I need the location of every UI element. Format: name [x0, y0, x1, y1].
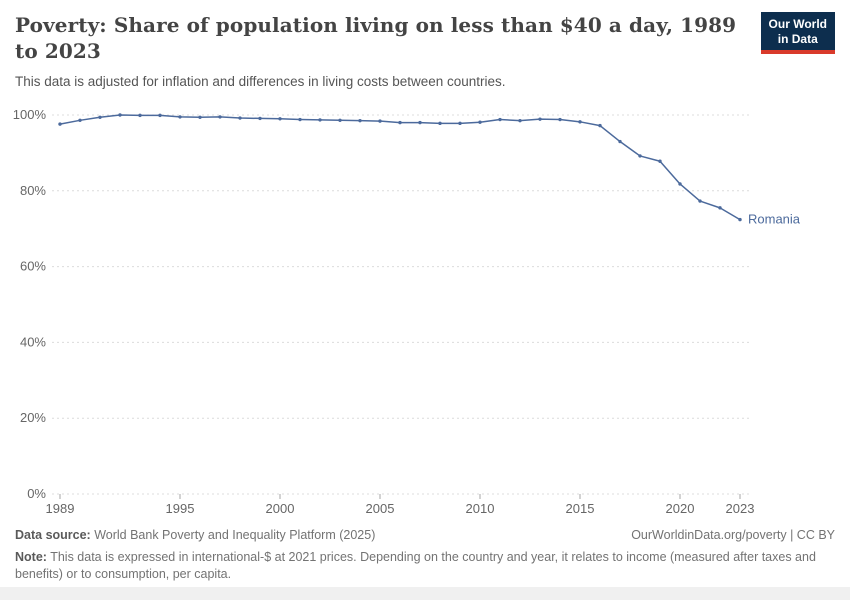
data-source: Data source: World Bank Poverty and Ineq…: [15, 528, 375, 542]
data-point: [98, 115, 102, 119]
y-tick-label: 60%: [20, 259, 46, 274]
x-tick-label: 1989: [46, 501, 75, 516]
data-point: [438, 121, 442, 126]
owid-logo-line2: in Data: [777, 32, 818, 46]
x-tick-label: 2015: [566, 501, 595, 516]
chart-footer: Data source: World Bank Poverty and Ineq…: [15, 528, 835, 584]
data-point: [118, 113, 122, 117]
data-point: [158, 113, 162, 118]
data-point: [198, 115, 202, 119]
data-point: [58, 122, 62, 126]
data-point: [358, 118, 362, 123]
data-point: [678, 182, 682, 186]
x-tick-label: 2010: [466, 501, 495, 516]
data-point: [638, 154, 642, 158]
x-tick-label: 2023: [726, 501, 755, 516]
data-point: [618, 139, 622, 144]
data-point: [598, 123, 602, 128]
x-tick-label: 2020: [666, 501, 695, 516]
data-point: [138, 113, 142, 118]
x-tick-label: 1995: [166, 501, 195, 516]
data-point: [298, 117, 302, 122]
line-chart: 0% 20% 40% 60% 80% 100% 1989 1995 2000 2005 2010 20…: [0, 98, 850, 522]
data-source-text: World Bank Poverty and Inequality Platfo…: [90, 528, 376, 542]
data-point: [498, 117, 502, 122]
data-point: [378, 119, 382, 123]
page-title: Poverty: Share of population living on l…: [15, 13, 737, 63]
data-point: [578, 120, 582, 124]
line-chart-svg: 0% 20% 40% 60% 80% 100% 1989 1995 2000 2005 2010 20…: [13, 107, 801, 516]
footer-source-row: Data source: World Bank Poverty and Ineq…: [15, 528, 835, 542]
data-point: [718, 206, 722, 210]
data-source-label: Data source:: [15, 528, 91, 542]
romania-line: [59, 114, 741, 221]
data-point: [258, 116, 262, 121]
data-point: [478, 120, 482, 124]
data-point: [238, 116, 242, 120]
note-text: This data is expressed in international-…: [15, 550, 816, 582]
attribution: OurWorldinData.org/poverty | CC BY: [631, 528, 835, 542]
x-tick-label: 2005: [366, 501, 395, 516]
y-tick-label: 100%: [13, 107, 47, 122]
chart-header: Poverty: Share of population living on l…: [15, 12, 835, 91]
data-point: [338, 118, 342, 123]
data-point: [658, 159, 662, 163]
data-point: [458, 121, 462, 126]
bottom-strip: [0, 587, 850, 600]
y-tick-label: 80%: [20, 183, 46, 198]
data-point: [698, 199, 702, 203]
note-label: Note:: [15, 550, 47, 564]
data-point: [178, 115, 182, 119]
y-tick-label: 20%: [20, 410, 46, 425]
data-point: [318, 118, 322, 122]
owid-logo-line1: Our World: [768, 17, 827, 31]
data-point: [278, 117, 282, 121]
y-tick-label: 40%: [20, 334, 46, 349]
chart-subtitle: This data is adjusted for inflation and …: [15, 74, 506, 89]
x-tick-label: 2000: [266, 501, 295, 516]
footer-note: Note: This data is expressed in internat…: [15, 549, 820, 584]
data-point: [558, 117, 562, 122]
data-point: [518, 118, 522, 123]
series-label-romania: Romania: [748, 212, 801, 227]
data-point: [538, 117, 542, 121]
data-point: [78, 118, 82, 123]
data-point: [218, 115, 222, 119]
y-tick-label: 0%: [27, 486, 46, 501]
data-point: [418, 120, 422, 125]
owid-logo: Our World in Data: [760, 12, 835, 54]
data-point: [738, 217, 742, 222]
data-point: [398, 120, 402, 125]
